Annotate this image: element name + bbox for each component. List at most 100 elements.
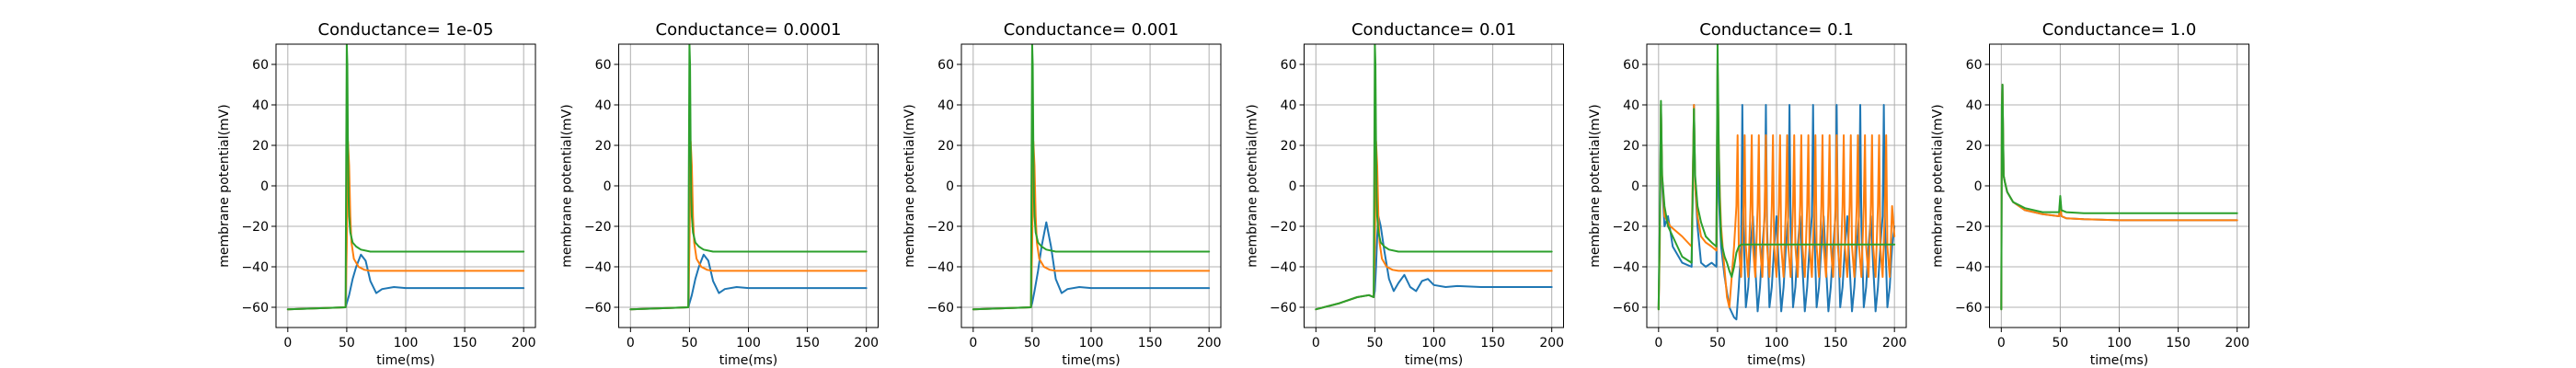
x-tick-label: 50 — [681, 336, 697, 351]
chart-title: Conductance= 0.1 — [1699, 20, 1854, 40]
series-line-3 — [1657, 44, 1896, 311]
chart-title: Conductance= 0.0001 — [656, 20, 842, 40]
subplot-1: 0 50 100 150 200 −60 −40 −20 0 20 40 60 Conductance=… — [217, 20, 536, 368]
chart-title: Conductance= 1e-05 — [318, 20, 494, 40]
x-tick-label: 0 — [627, 336, 635, 351]
y-tick-label: −40 — [1955, 260, 1983, 275]
y-tick-label: 40 — [937, 98, 954, 113]
y-tick-label: 60 — [252, 58, 269, 73]
y-tick-label: −40 — [241, 260, 269, 275]
series-line-3 — [2000, 84, 2238, 311]
y-tick-label: 60 — [937, 58, 954, 73]
chart-title: Conductance= 0.001 — [1004, 20, 1179, 40]
x-tick-label: 0 — [283, 336, 292, 351]
x-tick-label: 50 — [1709, 336, 1726, 351]
y-tick-label: 60 — [1966, 58, 1983, 73]
y-tick-label: 20 — [1281, 139, 1297, 154]
y-tick-label: −60 — [1612, 301, 1639, 316]
y-tick-label: 0 — [946, 179, 954, 194]
y-tick-label: 40 — [252, 98, 269, 113]
y-axis-label: membrane potential(mV) — [217, 104, 232, 267]
x-tick-label: 50 — [1366, 336, 1383, 351]
y-tick-label: 40 — [1281, 98, 1297, 113]
x-tick-label: 150 — [453, 336, 477, 351]
subplot-5: 0 50 100 150 200 −60 −40 −20 0 20 40 60 Conductance=… — [1588, 20, 1907, 368]
y-tick-label: −20 — [584, 220, 612, 235]
subplot-6: 0 50 100 150 200 −60 −40 −20 0 20 40 60 Conductance=… — [1931, 20, 2250, 368]
series-line-3 — [629, 44, 868, 311]
x-axis-label: time(ms) — [2090, 353, 2149, 368]
x-tick-label: 0 — [1997, 336, 2006, 351]
y-tick-label: −20 — [1612, 220, 1639, 235]
y-tick-label: −60 — [1955, 301, 1983, 316]
series-line-2 — [629, 140, 868, 311]
y-axis-label: membrane potential(mV) — [903, 104, 917, 267]
x-axis-label: time(ms) — [376, 353, 435, 368]
y-tick-label: 60 — [1281, 58, 1297, 73]
x-axis-label: time(ms) — [1405, 353, 1464, 368]
x-tick-label: 50 — [2052, 336, 2068, 351]
subplot-2: 0 50 100 150 200 −60 −40 −20 0 20 40 60 Conductance=… — [560, 20, 880, 368]
y-tick-label: 60 — [595, 58, 612, 73]
x-axis-label: time(ms) — [719, 353, 778, 368]
series-line-2 — [286, 140, 525, 311]
x-tick-label: 150 — [1823, 336, 1848, 351]
x-tick-label: 200 — [1197, 336, 1222, 351]
y-tick-label: 40 — [595, 98, 612, 113]
y-tick-label: −40 — [584, 260, 612, 275]
y-tick-label: −60 — [1270, 301, 1297, 316]
y-tick-label: −40 — [1612, 260, 1639, 275]
y-tick-label: 40 — [1966, 98, 1983, 113]
y-tick-label: 20 — [1623, 139, 1639, 154]
y-tick-label: −20 — [241, 220, 269, 235]
y-tick-label: 20 — [595, 139, 612, 154]
x-tick-label: 200 — [854, 336, 879, 351]
x-tick-label: 200 — [1882, 336, 1907, 351]
x-axis-label: time(ms) — [1747, 353, 1806, 368]
x-tick-label: 100 — [736, 336, 761, 351]
x-tick-label: 50 — [339, 336, 355, 351]
series-line-3 — [972, 44, 1211, 311]
y-tick-label: −40 — [926, 260, 954, 275]
y-tick-label: −60 — [241, 301, 269, 316]
subplot-3: 0 50 100 150 200 −60 −40 −20 0 20 40 60 Conductance=… — [903, 20, 1222, 368]
y-tick-label: −20 — [926, 220, 954, 235]
y-tick-label: 40 — [1623, 98, 1639, 113]
x-tick-label: 50 — [1024, 336, 1041, 351]
y-tick-label: 20 — [1966, 139, 1983, 154]
y-tick-label: 0 — [1289, 179, 1297, 194]
y-tick-label: 0 — [1974, 179, 1983, 194]
chart-title: Conductance= 0.01 — [1351, 20, 1516, 40]
x-tick-label: 150 — [795, 336, 820, 351]
x-tick-label: 150 — [1138, 336, 1163, 351]
y-tick-label: −60 — [584, 301, 612, 316]
series-line-3 — [286, 44, 525, 311]
subplot-4: 0 50 100 150 200 −60 −40 −20 0 20 40 60 Conductance=… — [1246, 20, 1565, 368]
x-tick-label: 0 — [1312, 336, 1320, 351]
y-tick-label: 0 — [260, 179, 269, 194]
x-tick-label: 200 — [2225, 336, 2249, 351]
x-tick-label: 100 — [1079, 336, 1104, 351]
x-tick-label: 150 — [2166, 336, 2191, 351]
y-tick-label: −60 — [926, 301, 954, 316]
x-tick-label: 150 — [1480, 336, 1505, 351]
y-tick-label: −40 — [1270, 260, 1297, 275]
x-tick-label: 100 — [2107, 336, 2132, 351]
y-tick-label: 0 — [1631, 179, 1639, 194]
series-line-1 — [972, 221, 1211, 311]
y-axis-label: membrane potential(mV) — [560, 104, 575, 267]
y-tick-label: 20 — [252, 139, 269, 154]
x-tick-label: 200 — [512, 336, 536, 351]
y-tick-label: −20 — [1270, 220, 1297, 235]
chart-title: Conductance= 1.0 — [2042, 20, 2197, 40]
y-tick-label: −20 — [1955, 220, 1983, 235]
x-axis-label: time(ms) — [1062, 353, 1121, 368]
series-line-2 — [972, 140, 1211, 311]
x-tick-label: 100 — [1421, 336, 1446, 351]
x-tick-label: 200 — [1539, 336, 1564, 351]
y-tick-label: 60 — [1623, 58, 1639, 73]
y-axis-label: membrane potential(mV) — [1931, 104, 1946, 267]
x-tick-label: 100 — [394, 336, 419, 351]
x-tick-label: 0 — [1654, 336, 1662, 351]
